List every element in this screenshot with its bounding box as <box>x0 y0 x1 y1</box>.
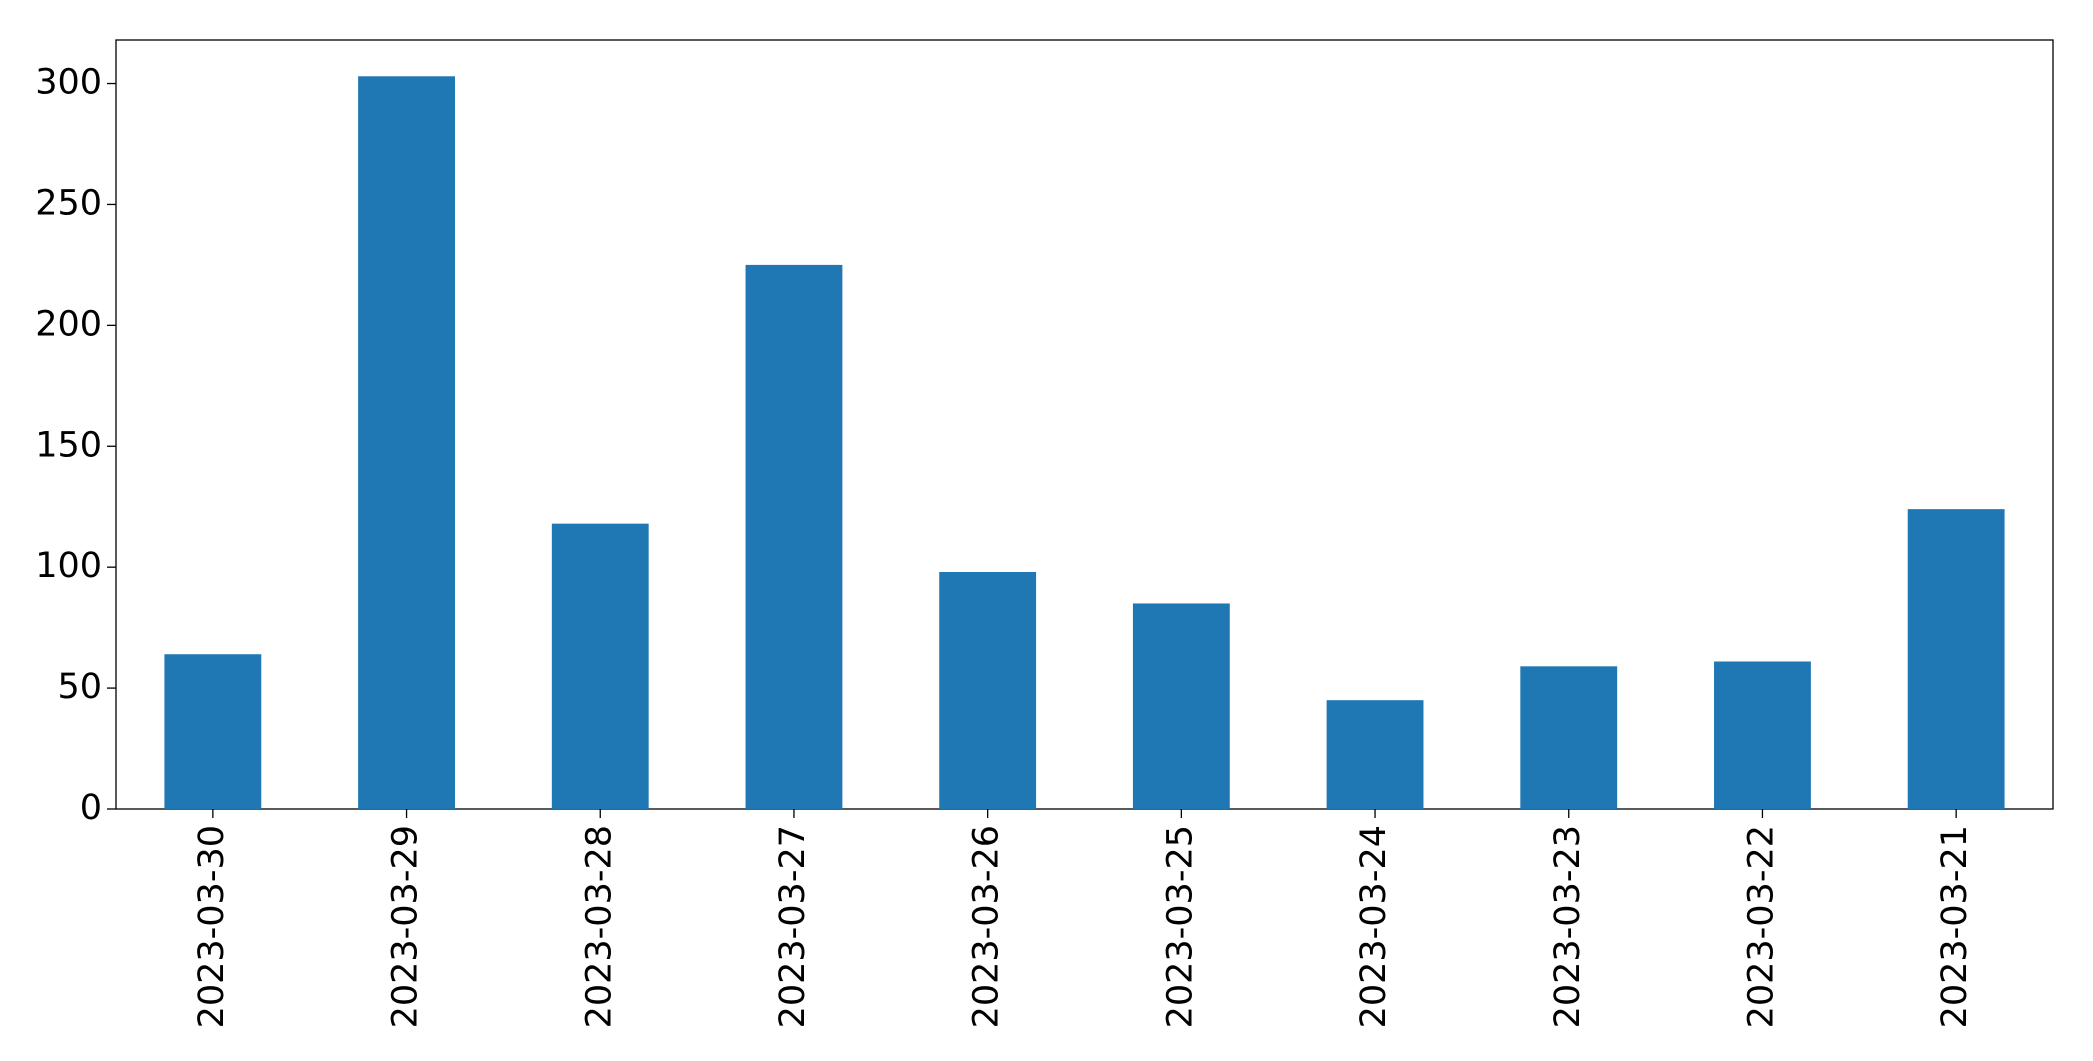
x-tick-label: 2023-03-23 <box>1548 825 1588 1028</box>
y-tick-label: 50 <box>57 667 102 707</box>
x-tick-label: 2023-03-21 <box>1935 825 1975 1028</box>
bar <box>1520 666 1618 809</box>
bar <box>1326 700 1424 809</box>
bar <box>745 264 843 809</box>
y-tick-label: 0 <box>80 788 102 828</box>
x-tick-label: 2023-03-25 <box>1160 825 1200 1028</box>
bar <box>1907 509 2005 809</box>
y-tick-label: 150 <box>35 425 102 465</box>
y-tick-label: 200 <box>35 304 102 344</box>
bar <box>1132 603 1230 809</box>
x-tick-label: 2023-03-30 <box>192 825 232 1028</box>
bar <box>358 76 455 810</box>
x-tick-label: 2023-03-29 <box>386 825 426 1028</box>
y-tick-label: 300 <box>35 63 102 103</box>
bar <box>551 523 649 809</box>
y-tick-label: 250 <box>35 183 102 223</box>
x-tick-label: 2023-03-26 <box>967 825 1007 1028</box>
bar <box>939 572 1037 809</box>
x-tick-label: 2023-03-22 <box>1741 825 1781 1028</box>
plot-frame <box>115 39 2054 810</box>
x-tick-label: 2023-03-28 <box>579 825 619 1028</box>
bar <box>1714 661 1811 809</box>
x-tick-label: 2023-03-27 <box>773 825 813 1028</box>
y-tick-label: 100 <box>35 546 102 586</box>
bar <box>164 654 262 809</box>
x-tick-label: 2023-03-24 <box>1354 825 1394 1028</box>
